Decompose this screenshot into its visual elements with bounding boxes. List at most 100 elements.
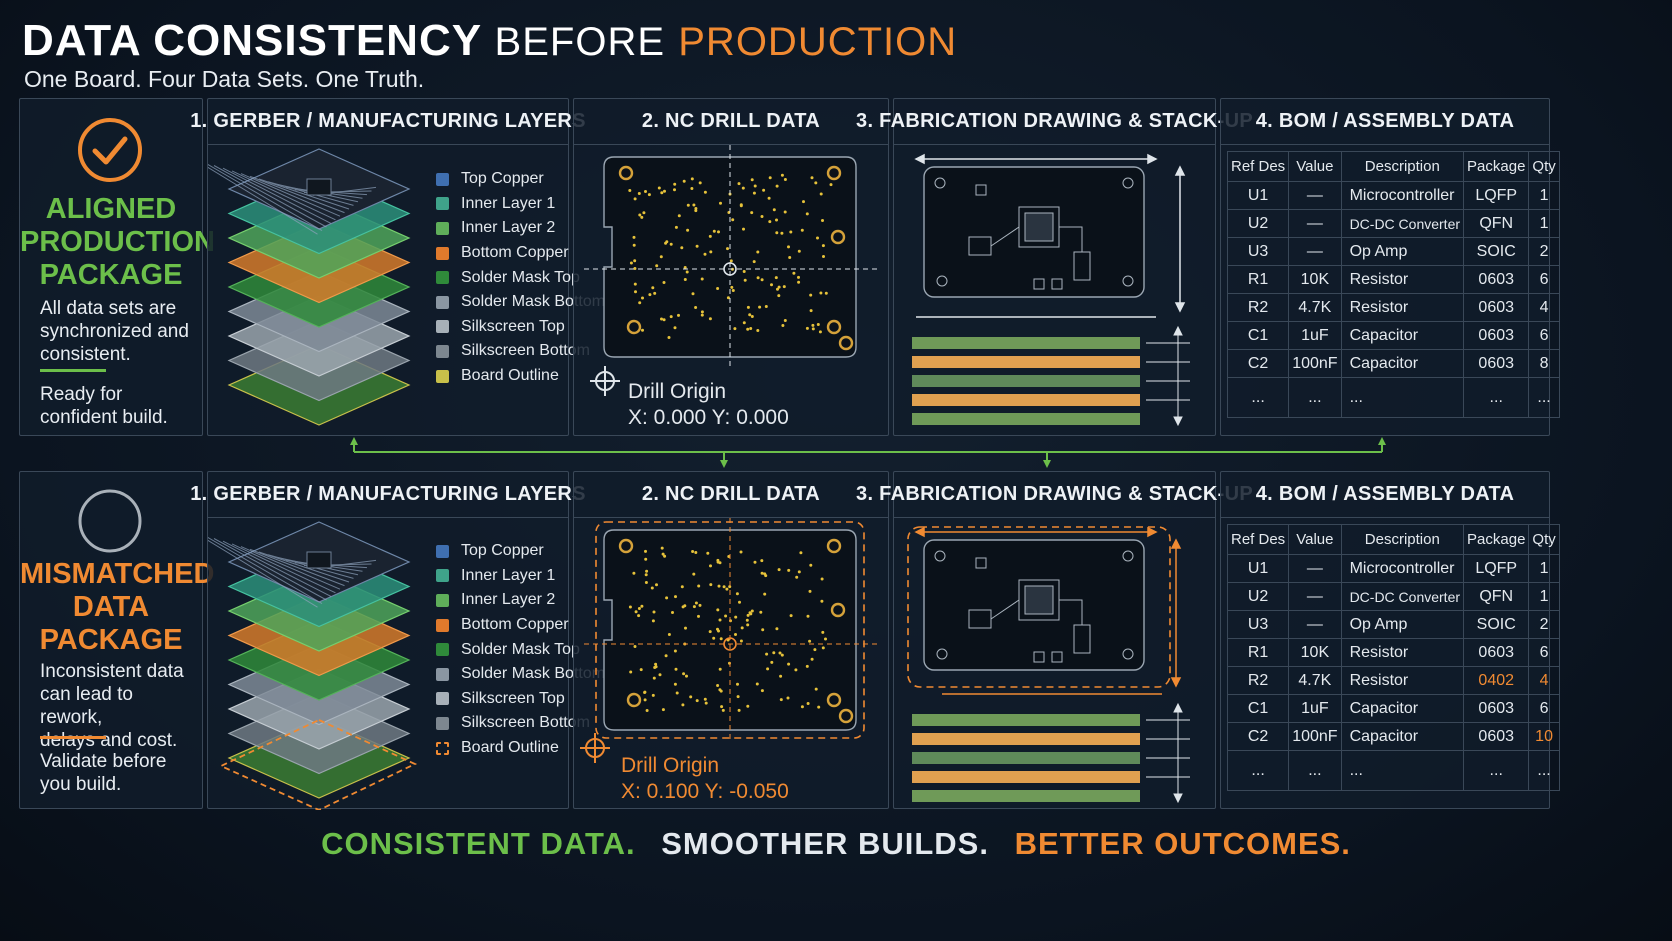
drill-hit <box>689 695 693 699</box>
aligned-note-line: confident build. <box>40 407 168 428</box>
drill-hit <box>797 275 800 279</box>
drill-hit <box>788 256 792 259</box>
drill-hit <box>777 285 781 289</box>
drill-hit <box>637 192 641 195</box>
title-bold: DATA CONSISTENCY <box>22 16 482 65</box>
drill-hit <box>719 637 723 641</box>
bom-column-header: Ref Des <box>1226 524 1290 555</box>
legend-swatch <box>436 643 449 657</box>
drill-hit <box>651 619 655 623</box>
mounting-hole <box>826 692 842 708</box>
dimension-lines <box>914 153 1186 318</box>
drill-hit <box>746 305 750 309</box>
legend-item: Solder Mask Bottom <box>436 662 605 687</box>
drill-hit <box>806 702 810 705</box>
bom-column-header: Qty <box>1528 524 1560 555</box>
drill-hit <box>659 255 663 259</box>
bom-cell: R1 <box>1226 265 1290 294</box>
footer-part-1: CONSISTENT DATA. <box>321 826 636 861</box>
bom-cell: Capacitor <box>1340 722 1465 751</box>
drill-hit <box>806 614 810 618</box>
drill-hit <box>629 261 633 265</box>
drill-hit <box>752 260 756 264</box>
drill-hit <box>731 218 735 222</box>
drill-hit <box>745 618 749 622</box>
drill-hit <box>633 259 637 263</box>
drill-hit <box>716 560 720 564</box>
panel-title: 2. NC DRILL DATA <box>574 472 888 518</box>
drill-hit <box>694 551 698 554</box>
drill-hit <box>638 301 642 305</box>
legend-item: Silkscreen Top <box>436 687 605 712</box>
drill-hit <box>700 310 704 314</box>
bom-cell: 1uF <box>1288 694 1342 723</box>
bom-cell: ... <box>1288 750 1342 791</box>
title-accent: PRODUCTION <box>678 20 958 64</box>
legend-label: Solder Mask Top <box>461 640 580 658</box>
drill-hit <box>652 676 656 680</box>
drill-hit <box>764 305 768 308</box>
bom-cell: Microcontroller <box>1340 181 1465 210</box>
drill-hit <box>638 213 642 217</box>
drill-hit <box>818 330 822 334</box>
bom-cell: R2 <box>1226 666 1290 695</box>
drill-hit <box>746 704 750 708</box>
drill-hit <box>805 212 809 216</box>
legend-swatch <box>436 716 449 730</box>
drill-hit <box>642 211 646 215</box>
bom-cell: — <box>1288 209 1342 238</box>
bom-cell: 10K <box>1288 638 1342 667</box>
bom-cell: C1 <box>1226 321 1290 350</box>
bom-cell: 1 <box>1528 582 1560 611</box>
bom-cell: 4.7K <box>1288 666 1342 695</box>
drill-hit <box>756 329 760 332</box>
drill-hit <box>663 554 667 558</box>
drill-hit <box>775 184 779 188</box>
panel-title: 2. NC DRILL DATA <box>574 99 888 145</box>
drill-hit <box>664 241 668 245</box>
drill-hit <box>669 315 673 319</box>
layer-stack-illustration <box>208 148 411 426</box>
bom-cell: 0402 <box>1463 666 1530 695</box>
legend-label: Silkscreen Top <box>461 689 565 707</box>
bom-cell: Microcontroller <box>1340 554 1465 583</box>
legend-item: Silkscreen Bottom <box>436 711 605 736</box>
bom-cell: C2 <box>1226 349 1290 378</box>
drill-hit <box>780 231 784 235</box>
bom-cell: U3 <box>1226 610 1290 639</box>
drill-hit <box>820 577 824 581</box>
drill-hit <box>816 236 819 240</box>
legend-label: Inner Layer 2 <box>461 219 556 237</box>
legend-swatch <box>436 369 449 383</box>
drill-hit <box>712 636 716 640</box>
misaligned-outline <box>218 719 418 810</box>
drill-hit <box>644 573 648 577</box>
drill-hit <box>789 230 793 234</box>
empty-circle-icon <box>78 489 142 553</box>
drill-hit <box>821 646 825 650</box>
bom-cell: 8 <box>1528 349 1560 378</box>
drill-hit <box>674 595 677 599</box>
fab-drawing-illustration <box>912 153 1190 427</box>
drill-hit <box>737 182 741 186</box>
drill-hit <box>634 610 638 614</box>
bom-cell: Op Amp <box>1340 610 1465 639</box>
aligned-drill-panel: 2. NC DRILL DATA Drill Origin X: 0.000 Y… <box>573 98 889 436</box>
page-subtitle: One Board. Four Data Sets. One Truth. <box>24 66 425 92</box>
legend-label: Silkscreen Bottom <box>461 714 590 732</box>
bom-cell: ... <box>1340 750 1465 791</box>
drill-hit <box>725 587 729 591</box>
drill-hit <box>700 313 704 317</box>
bom-column-header: Qty <box>1528 151 1560 182</box>
mismatched-desc-line: can lead to rework, <box>40 684 133 728</box>
drill-hit <box>809 563 813 567</box>
drill-hit <box>743 278 747 282</box>
panel-title: 1. GERBER / MANUFACTURING LAYERS <box>190 472 585 518</box>
legend-item: Bottom Copper <box>436 613 605 638</box>
drill-hit <box>742 270 746 273</box>
drill-hit <box>660 317 663 321</box>
bom-cell: Capacitor <box>1340 694 1465 723</box>
drill-hit <box>760 278 764 282</box>
drill-hit <box>770 660 774 664</box>
drill-hit <box>811 323 815 327</box>
